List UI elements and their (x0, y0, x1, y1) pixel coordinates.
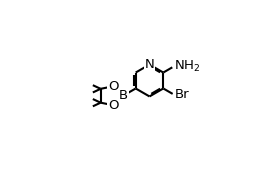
Text: N: N (145, 58, 154, 71)
Text: B: B (119, 89, 128, 102)
Text: NH$_2$: NH$_2$ (174, 59, 201, 74)
Text: Br: Br (174, 88, 189, 101)
Text: O: O (108, 80, 118, 93)
Text: O: O (108, 99, 118, 112)
